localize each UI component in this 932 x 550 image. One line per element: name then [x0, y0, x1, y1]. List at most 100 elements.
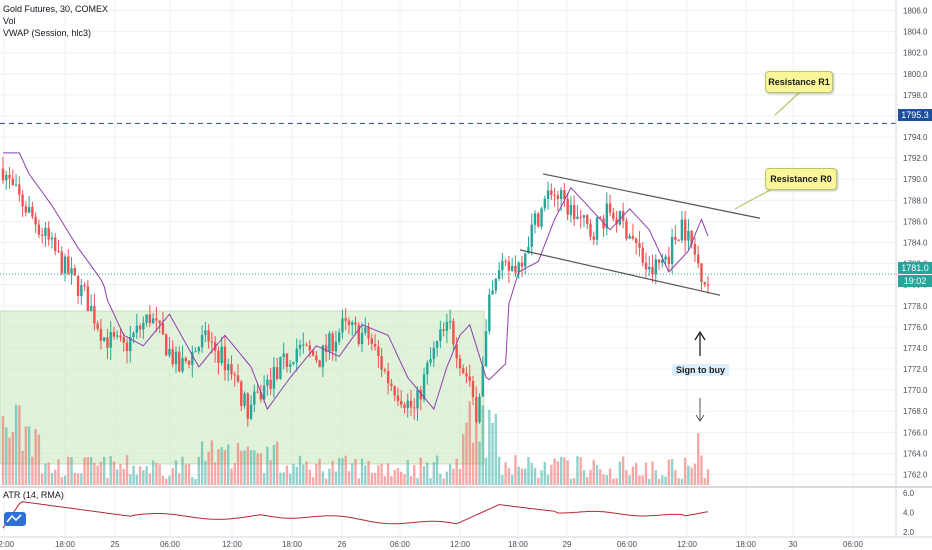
candle-body[interactable] [292, 362, 295, 365]
candle-body[interactable] [556, 195, 560, 199]
candle-body[interactable] [321, 345, 325, 368]
candle-body[interactable] [116, 335, 119, 337]
candle-body[interactable] [73, 268, 77, 276]
candle-body[interactable] [112, 332, 116, 337]
candle-body[interactable] [615, 218, 618, 225]
candle-body[interactable] [5, 174, 8, 181]
candle-body[interactable] [266, 379, 269, 386]
candle-body[interactable] [184, 357, 187, 361]
candle-body[interactable] [161, 323, 165, 335]
candle-body[interactable] [631, 235, 635, 239]
candle-body[interactable] [458, 358, 462, 369]
candle-body[interactable] [298, 344, 302, 349]
candle-body[interactable] [413, 407, 416, 409]
candle-body[interactable] [550, 190, 553, 195]
candle-body[interactable] [328, 333, 331, 352]
candle-body[interactable] [654, 259, 657, 275]
candle-body[interactable] [21, 194, 24, 207]
candle-body[interactable] [230, 364, 233, 375]
candle-body[interactable] [240, 381, 243, 406]
candle-body[interactable] [119, 335, 122, 338]
candle-body[interactable] [14, 184, 18, 186]
candle-body[interactable] [687, 230, 690, 241]
candle-body[interactable] [399, 400, 403, 405]
candle-body[interactable] [259, 392, 263, 400]
candle-body[interactable] [409, 400, 413, 408]
candle-body[interactable] [272, 367, 276, 389]
candle-body[interactable] [455, 344, 458, 359]
candle-body[interactable] [442, 329, 445, 331]
candle-body[interactable] [217, 350, 220, 363]
candle-body[interactable] [481, 366, 484, 397]
candle-body[interactable] [18, 184, 21, 195]
candle-body[interactable] [8, 174, 11, 179]
candle-body[interactable] [367, 327, 370, 339]
candle-body[interactable] [406, 400, 409, 409]
candle-body[interactable] [357, 324, 360, 345]
candle-body[interactable] [439, 329, 442, 342]
candle-body[interactable] [364, 327, 367, 333]
candle-body[interactable] [634, 238, 638, 244]
candlesticks[interactable] [1, 157, 710, 427]
candle-body[interactable] [370, 338, 374, 345]
candle-body[interactable] [661, 259, 664, 263]
candle-body[interactable] [703, 281, 706, 285]
candle-body[interactable] [47, 227, 50, 240]
candle-body[interactable] [501, 260, 504, 271]
candle-body[interactable] [178, 351, 181, 372]
candle-body[interactable] [129, 336, 132, 351]
candle-body[interactable] [174, 351, 178, 365]
candle-body[interactable] [253, 391, 256, 405]
candle-body[interactable] [305, 344, 308, 346]
candle-body[interactable] [599, 217, 602, 219]
candle-body[interactable] [465, 373, 468, 377]
candle-body[interactable] [249, 404, 253, 419]
candle-body[interactable] [351, 322, 354, 326]
candle-body[interactable] [360, 332, 364, 345]
candle-body[interactable] [537, 213, 540, 227]
candle-body[interactable] [690, 230, 693, 244]
candle-body[interactable] [34, 216, 37, 225]
candle-body[interactable] [40, 234, 44, 236]
candle-body[interactable] [432, 347, 436, 360]
candle-body[interactable] [279, 357, 282, 379]
candle-body[interactable] [507, 261, 511, 271]
candle-body[interactable] [559, 190, 563, 199]
sign-to-buy-note[interactable]: Sign to buy [672, 364, 729, 376]
candle-body[interactable] [96, 323, 99, 329]
candle-body[interactable] [510, 265, 514, 271]
candle-body[interactable] [605, 203, 609, 229]
candle-body[interactable] [471, 380, 475, 398]
candle-body[interactable] [236, 375, 240, 382]
candle-body[interactable] [393, 386, 396, 396]
candle-body[interactable] [155, 318, 158, 321]
candle-body[interactable] [168, 349, 171, 356]
candle-body[interactable] [491, 290, 494, 295]
candle-body[interactable] [207, 330, 210, 342]
candle-body[interactable] [648, 266, 651, 270]
candle-body[interactable] [269, 379, 272, 389]
candle-body[interactable] [638, 243, 641, 248]
candle-body[interactable] [142, 322, 145, 330]
candle-body[interactable] [618, 211, 622, 225]
candle-body[interactable] [282, 353, 285, 358]
candle-body[interactable] [200, 334, 204, 348]
candle-body[interactable] [289, 364, 292, 367]
candle-body[interactable] [468, 376, 471, 381]
candle-body[interactable] [256, 391, 259, 393]
candle-body[interactable] [67, 256, 70, 274]
candle-body[interactable] [31, 207, 34, 217]
candle-body[interactable] [520, 262, 524, 267]
candle-body[interactable] [194, 351, 197, 353]
candle-body[interactable] [315, 355, 318, 361]
candle-body[interactable] [579, 216, 582, 218]
candle-body[interactable] [145, 314, 148, 323]
candle-body[interactable] [210, 341, 214, 343]
candle-body[interactable] [164, 334, 168, 356]
candle-body[interactable] [504, 260, 507, 262]
candle-body[interactable] [484, 331, 488, 367]
candle-body[interactable] [220, 346, 223, 363]
candle-body[interactable] [122, 337, 125, 343]
candle-body[interactable] [546, 190, 550, 199]
candle-body[interactable] [311, 350, 315, 356]
